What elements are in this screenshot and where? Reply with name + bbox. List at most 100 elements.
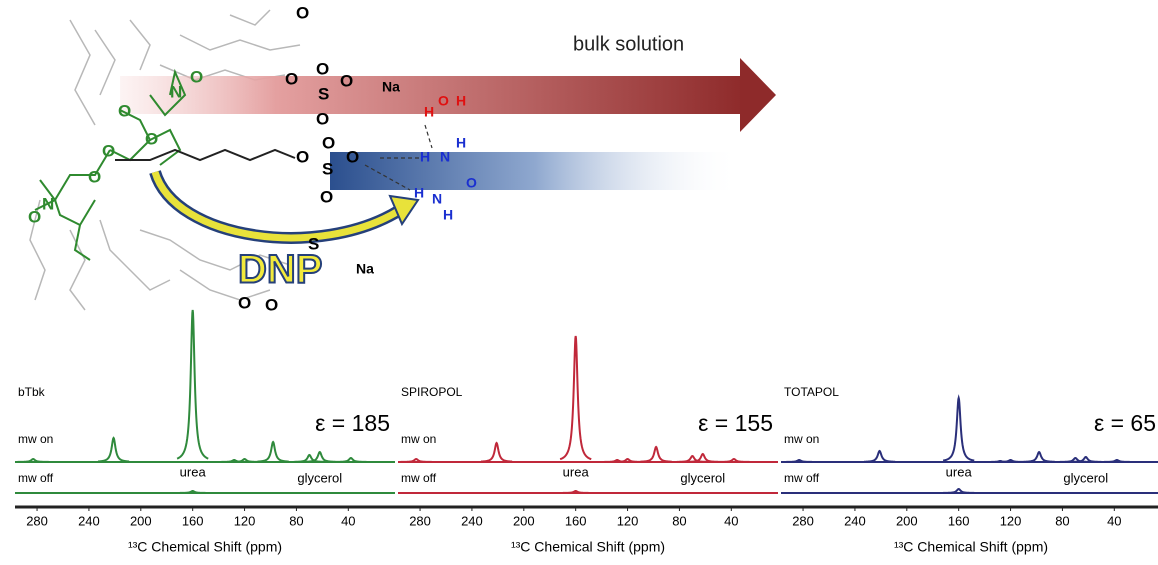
atom: Na	[382, 79, 400, 95]
x-tick-label: 80	[289, 513, 303, 528]
spectrum-name: bTbk	[18, 385, 46, 399]
arrow-head	[740, 58, 776, 132]
x-tick-label: 200	[896, 513, 918, 528]
atom: H	[420, 149, 430, 165]
atom: O	[238, 293, 251, 312]
atom: O	[438, 93, 449, 109]
x-tick-label: 40	[724, 513, 738, 528]
atom: S	[318, 84, 329, 103]
atom: O	[340, 71, 353, 90]
band	[330, 152, 740, 190]
atom: N	[440, 149, 450, 165]
x-tick-label: 240	[461, 513, 483, 528]
x-tick-label: 120	[1000, 513, 1022, 528]
atom: O	[322, 133, 335, 152]
peak	[676, 454, 709, 463]
x-tick-label: 240	[78, 513, 100, 528]
x-tick-label: 160	[948, 513, 970, 528]
x-tick-label: 240	[844, 513, 866, 528]
peak	[176, 309, 209, 460]
peak	[97, 436, 130, 463]
peak-label: urea	[946, 464, 973, 479]
atom: O	[320, 187, 333, 206]
scheme-title: bulk solution	[573, 33, 684, 55]
peak	[335, 456, 367, 463]
peak	[783, 458, 815, 463]
spectrum-name: TOTAPOL	[784, 385, 839, 399]
peak	[942, 394, 975, 462]
atom: H	[456, 93, 466, 109]
atom: O	[265, 295, 278, 314]
peak	[687, 452, 719, 463]
enhancement: ε = 155	[698, 410, 773, 436]
peak	[218, 458, 250, 463]
x-tick-label: 160	[565, 513, 587, 528]
mw-off-label: mw off	[18, 471, 54, 485]
peak	[257, 440, 289, 463]
peak	[480, 441, 513, 463]
spectra: bTbk ε = 185 mw on mw off urea glycerol 280 240…	[15, 309, 1158, 555]
arrow-body	[120, 76, 745, 114]
atom: O	[88, 167, 101, 186]
peak	[1023, 450, 1055, 463]
peak	[601, 458, 633, 463]
peak	[863, 449, 896, 463]
peak	[177, 489, 209, 494]
enhancement: ε = 65	[1094, 410, 1156, 436]
peak	[943, 487, 975, 494]
mw-on-label: mw on	[18, 432, 53, 446]
x-tick-label: 120	[234, 513, 256, 528]
atom: O	[285, 69, 298, 88]
peak-label: glycerol	[1063, 470, 1108, 485]
atom: N	[432, 191, 442, 207]
atom: O	[466, 175, 477, 191]
atom: O	[145, 129, 158, 148]
radical	[34, 68, 187, 261]
x-tick-label: 40	[1107, 513, 1121, 528]
x-tick-label: 280	[26, 513, 48, 528]
peak-label: glycerol	[680, 470, 725, 485]
peak	[559, 335, 592, 461]
atom: O	[316, 109, 329, 128]
atom: O	[28, 207, 41, 226]
atom: O	[118, 101, 131, 120]
x-tick-label: 280	[792, 513, 814, 528]
peak	[1101, 458, 1133, 463]
atom: O	[190, 67, 203, 86]
atom: H	[443, 207, 453, 223]
atom: O	[346, 147, 359, 166]
peak	[1059, 456, 1091, 463]
peak	[994, 458, 1027, 463]
atom: O	[296, 3, 309, 22]
atom: S	[308, 234, 319, 253]
spectrum-name: SPIROPOL	[401, 385, 463, 399]
atom: Na	[356, 261, 374, 277]
mw-on-label: mw on	[784, 432, 819, 446]
peak	[304, 450, 336, 463]
atom: O	[316, 59, 329, 78]
enhancement: ε = 185	[315, 410, 390, 436]
peak	[293, 453, 326, 463]
peak-label: urea	[563, 464, 590, 479]
peak	[611, 457, 644, 463]
peak	[718, 457, 750, 463]
x-tick-label: 80	[1055, 513, 1069, 528]
atoms: O S O O O Na O S O O O H N H O H N H H O…	[28, 3, 477, 314]
atom: N	[170, 82, 182, 101]
atom: H	[424, 104, 434, 120]
x-tick-label: 280	[409, 513, 431, 528]
peak	[228, 457, 261, 463]
hbonds	[364, 124, 433, 191]
x-tick-label: 160	[182, 513, 204, 528]
atom: S	[322, 159, 333, 178]
peak	[560, 489, 592, 494]
peak	[640, 445, 672, 463]
peak	[400, 457, 432, 463]
atom: O	[102, 141, 115, 160]
mw-off-label: mw off	[401, 471, 437, 485]
peak-label: urea	[180, 464, 207, 479]
chains	[29, 9, 301, 311]
x-tick-label: 40	[341, 513, 355, 528]
transfer-arrow	[151, 170, 402, 242]
